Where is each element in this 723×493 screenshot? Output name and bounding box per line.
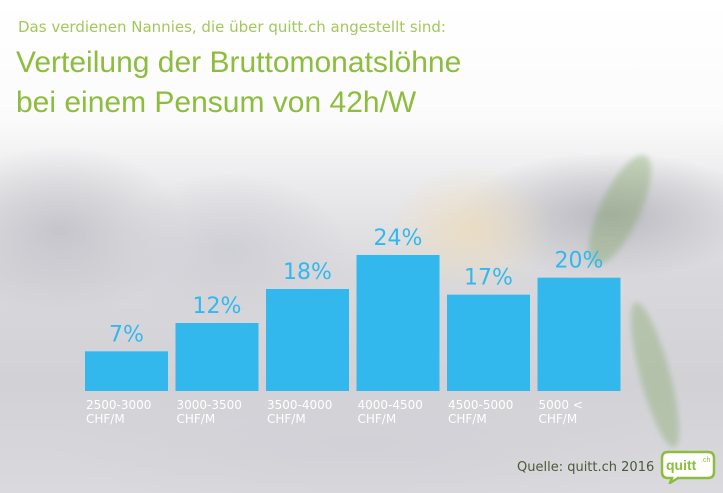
category-label-3-line-1: 3500-4000: [267, 398, 332, 412]
bar-2: [175, 323, 259, 391]
bar-5: [447, 294, 530, 391]
logo-text: quitt: [666, 457, 697, 473]
category-label-6-line-2: CHF/M: [539, 412, 578, 426]
category-label-4-line-2: CHF/M: [358, 412, 397, 426]
category-label-5-line-2: CHF/M: [448, 412, 487, 426]
category-label-2-line-2: CHF/M: [177, 412, 216, 426]
source-note: Quelle: quitt.ch 2016: [517, 460, 655, 475]
quitt-logo: quitt .ch: [660, 450, 716, 484]
category-label-6-line-1: 5000 <: [539, 398, 583, 412]
bar-1: [85, 351, 168, 391]
pre-title: Das verdienen Nannies, die über quitt.ch…: [18, 18, 446, 36]
chart-title-line-1: Verteilung der Bruttomonatslöhne: [16, 46, 462, 79]
value-label-6: 20%: [555, 249, 604, 274]
value-label-3: 18%: [283, 260, 332, 285]
value-label-1: 7%: [109, 322, 144, 347]
category-label-3-line-2: CHF/M: [267, 412, 306, 426]
value-label-2: 12%: [193, 294, 242, 319]
value-label-5: 17%: [464, 266, 513, 291]
bar-3: [266, 289, 349, 391]
bar-4: [356, 255, 440, 391]
category-label-2-line-1: 3000-3500: [177, 398, 242, 412]
category-label-1-line-2: CHF/M: [86, 412, 125, 426]
category-label-4-line-1: 4000-4500: [358, 398, 423, 412]
category-label-1-line-1: 2500-3000: [86, 398, 151, 412]
chart-title-line-2: bei einem Pensum von 42h/W: [16, 86, 417, 119]
logo-suffix: .ch: [701, 457, 710, 464]
category-label-5-line-1: 4500-5000: [448, 398, 513, 412]
bar-6: [537, 277, 621, 391]
value-label-4: 24%: [374, 226, 423, 251]
